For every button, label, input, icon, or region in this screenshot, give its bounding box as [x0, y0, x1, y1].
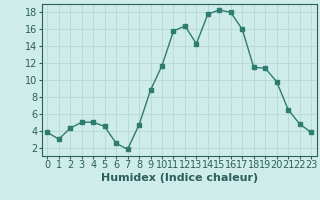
X-axis label: Humidex (Indice chaleur): Humidex (Indice chaleur): [100, 173, 258, 183]
